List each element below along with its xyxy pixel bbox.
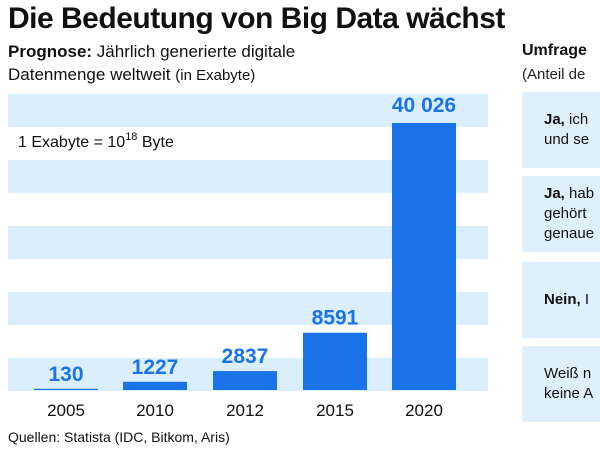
x-tick-label-2012: 2012 <box>226 401 264 420</box>
grid-band <box>8 94 488 127</box>
survey-box-4-line2: keine A <box>544 385 594 402</box>
survey-box-2-line2: gehört <box>544 205 587 222</box>
value-label-2005: 130 <box>48 363 83 386</box>
survey-box-3-bold: Nein, <box>544 291 581 308</box>
value-label-2010: 1227 <box>132 356 179 379</box>
survey-box-3-line1: I <box>580 291 590 308</box>
survey-box-1: Ja, ich und se <box>522 92 600 168</box>
bar-2005 <box>34 388 98 390</box>
survey-box-1-bold: Ja, <box>544 111 565 128</box>
forecast-unit: (in Exabyte) <box>175 67 256 84</box>
survey-box-1-line1: ich <box>564 111 589 128</box>
bar-2015 <box>303 332 367 390</box>
survey-box-4: Weiß n keine A <box>522 346 600 422</box>
x-tick-label-2020: 2020 <box>405 401 443 420</box>
survey-box-2-bold: Ja, <box>544 185 565 202</box>
survey-subtitle: (Anteil de <box>522 66 586 83</box>
survey-title: Umfrage <box>522 42 587 59</box>
exabyte-note: 1 Exabyte = 1018 Byte <box>18 131 174 151</box>
forecast-label: Prognose: <box>8 42 93 61</box>
chart-title: Die Bedeutung von Big Data wächst <box>8 2 505 35</box>
survey-box-3: Nein, I <box>522 262 600 338</box>
bar-chart: 1 Exabyte = 1018 Byte 130 2005 1227 2010 2837… <box>8 94 488 420</box>
source-note: Quellen: Statista (IDC, Bitkom, Aris) <box>8 429 230 445</box>
bar-2020 <box>392 123 456 390</box>
bar-2012 <box>213 371 277 390</box>
survey-box-1-line2: und se <box>544 131 590 148</box>
x-tick-label-2015: 2015 <box>316 401 354 420</box>
survey-box-4-line1: Weiß n <box>544 365 592 382</box>
bar-2010 <box>123 381 187 390</box>
survey-box-2-line3: genaue <box>544 225 595 242</box>
x-tick-label-2010: 2010 <box>136 401 174 420</box>
survey-box-2: Ja, hab gehört genaue <box>522 176 600 252</box>
survey-box-2-line1: hab <box>564 185 595 202</box>
value-label-2020: 40 026 <box>392 94 456 117</box>
value-label-2015: 8591 <box>312 307 359 330</box>
forecast-text-line2: Datenmenge weltweit <box>8 65 171 84</box>
chart-subtitle: Prognose: Jährlich generierte digitale D… <box>8 40 488 87</box>
value-label-2012: 2837 <box>222 345 269 368</box>
forecast-text-line1: Jährlich generierte digitale <box>96 42 296 61</box>
x-tick-label-2005: 2005 <box>47 401 85 420</box>
